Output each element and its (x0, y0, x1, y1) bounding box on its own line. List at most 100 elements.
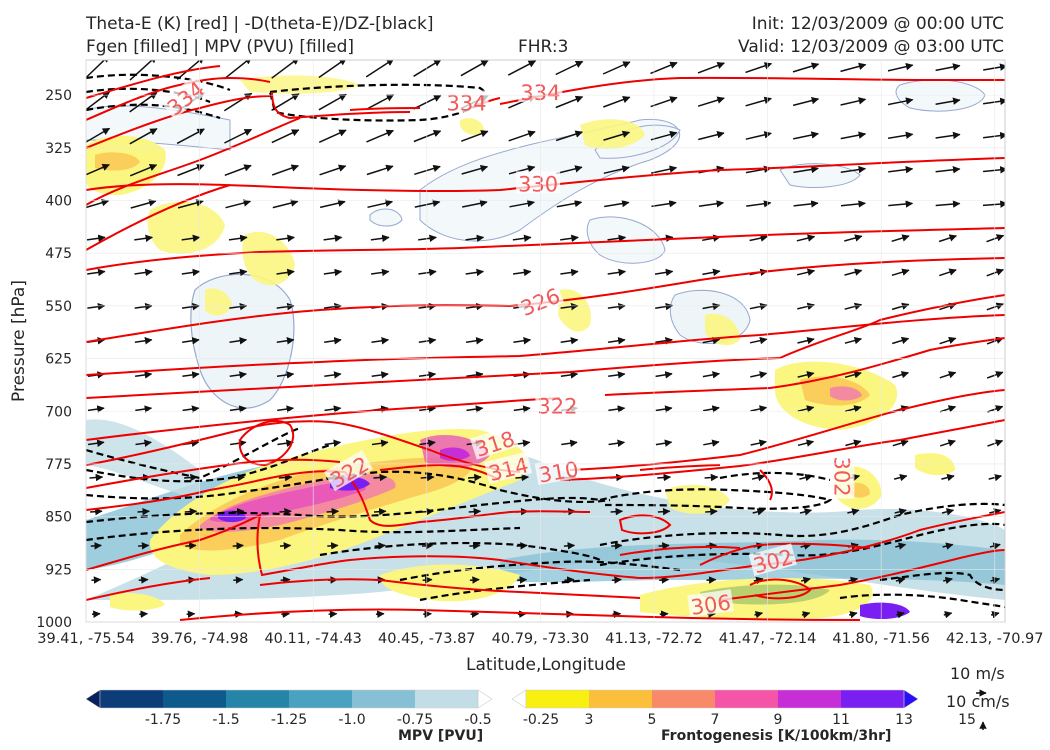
wind-vector (655, 337, 673, 345)
wind-vector (560, 337, 579, 345)
wind-vector (90, 507, 103, 516)
wind-vector (556, 199, 583, 208)
wind-vector (702, 268, 721, 277)
wind-vector (276, 337, 295, 345)
wind-vector (318, 129, 347, 143)
dtheta-dz-contour (599, 502, 1005, 547)
y-tick-label: 775 (45, 457, 72, 473)
colorbar-swatch (289, 690, 353, 708)
wind-vector (515, 473, 530, 482)
wind-vector (750, 405, 768, 413)
wind-vector (651, 165, 678, 174)
y-tick-label: 475 (45, 246, 72, 262)
wind-vector (318, 93, 347, 111)
wind-vector (602, 61, 631, 75)
wind-vector (135, 439, 152, 447)
wind-vector (604, 199, 630, 208)
wind-vector (659, 576, 670, 584)
theta-e-contour (86, 65, 221, 99)
wind-vector (938, 234, 958, 243)
theta-e-contour (86, 157, 1005, 193)
wind-vector (419, 405, 437, 413)
wind-vector (935, 63, 961, 72)
wind-vector (280, 576, 291, 584)
wind-vector (365, 60, 395, 78)
wind-vector (555, 60, 584, 76)
wind-vector (324, 405, 342, 413)
wind-vector (319, 199, 346, 209)
y-tick-label: 700 (45, 404, 72, 420)
wind-vector (418, 371, 437, 379)
wind-vector (421, 542, 434, 550)
dtheta-dz-contour (399, 560, 681, 582)
wind-vector (894, 508, 907, 516)
wind-vector (792, 96, 820, 107)
wind-vector (896, 611, 905, 619)
wind-vector (182, 371, 200, 379)
wind-vector (271, 60, 300, 79)
wind-vector (229, 268, 248, 277)
x-tick-label: 41.47, -72.14 (719, 631, 816, 647)
wind-vector (659, 610, 669, 618)
wind-vector (941, 508, 955, 516)
wind-vector (750, 371, 768, 379)
wind-vector (465, 268, 485, 277)
wind-vector (139, 610, 149, 618)
wind-vector (608, 439, 626, 447)
wind-vector (745, 62, 773, 74)
wind-vector (698, 200, 725, 208)
wind-vector (608, 405, 626, 413)
wind-vector (134, 234, 154, 243)
wind-vector (887, 97, 914, 106)
wind-vector (844, 268, 863, 276)
wind-vector (420, 473, 435, 482)
wind-vector (129, 60, 158, 81)
wind-vector (465, 234, 485, 243)
wind-vector (607, 234, 627, 243)
x-tick-label: 40.79, -73.30 (492, 631, 589, 647)
wind-vector (893, 473, 908, 482)
wind-vector (655, 405, 673, 413)
wind-vector (366, 164, 394, 176)
wind-vector (86, 234, 106, 243)
wind-vector (941, 473, 955, 482)
wind-vector (943, 611, 953, 619)
y-axis-label: Pressure [hPa] (9, 280, 29, 402)
wind-vector (271, 93, 300, 111)
chart-title-line-1: Theta-E (K) [red] | -D(theta-E)/DZ-[blac… (86, 14, 434, 34)
wind-vector (603, 165, 630, 175)
wind-vector (887, 62, 914, 72)
wind-vector (513, 405, 531, 413)
colorbar-swatch (511, 689, 527, 709)
x-tick-label: 41.13, -72.72 (605, 631, 702, 647)
wind-vector (87, 268, 106, 277)
wind-vector (138, 576, 149, 584)
colorbar-swatch (100, 690, 164, 708)
wind-vector (749, 234, 769, 242)
wind-vector (232, 507, 245, 516)
wind-vector (461, 164, 489, 175)
wind-vector (232, 542, 244, 550)
wind-vector (181, 268, 201, 277)
wind-vector (749, 336, 768, 345)
x-tick-label: 42.13, -70.97 (946, 631, 1043, 647)
colorbar-swatch (85, 689, 101, 709)
wind-vector (224, 128, 253, 144)
wind-vector (413, 60, 442, 77)
wind-vector (87, 439, 105, 447)
wind-vector (418, 268, 437, 277)
theta-e-contour (86, 470, 591, 527)
wind-vector (840, 165, 867, 174)
y-axis-ticks: 250 325 400 475 550 625 700 775 850 925 1000 (36, 88, 1005, 631)
dtheta-dz-contour (86, 73, 231, 92)
wind-vector (792, 62, 820, 73)
wind-vector (654, 268, 674, 277)
wind-vector (746, 200, 772, 208)
colorbar-swatch (778, 690, 842, 708)
wind-vector (276, 234, 295, 243)
wind-vector (371, 371, 389, 379)
wind-vector (895, 542, 907, 550)
wind-vector (796, 234, 816, 242)
wind-vector (134, 337, 153, 345)
fgen-region (147, 201, 225, 254)
